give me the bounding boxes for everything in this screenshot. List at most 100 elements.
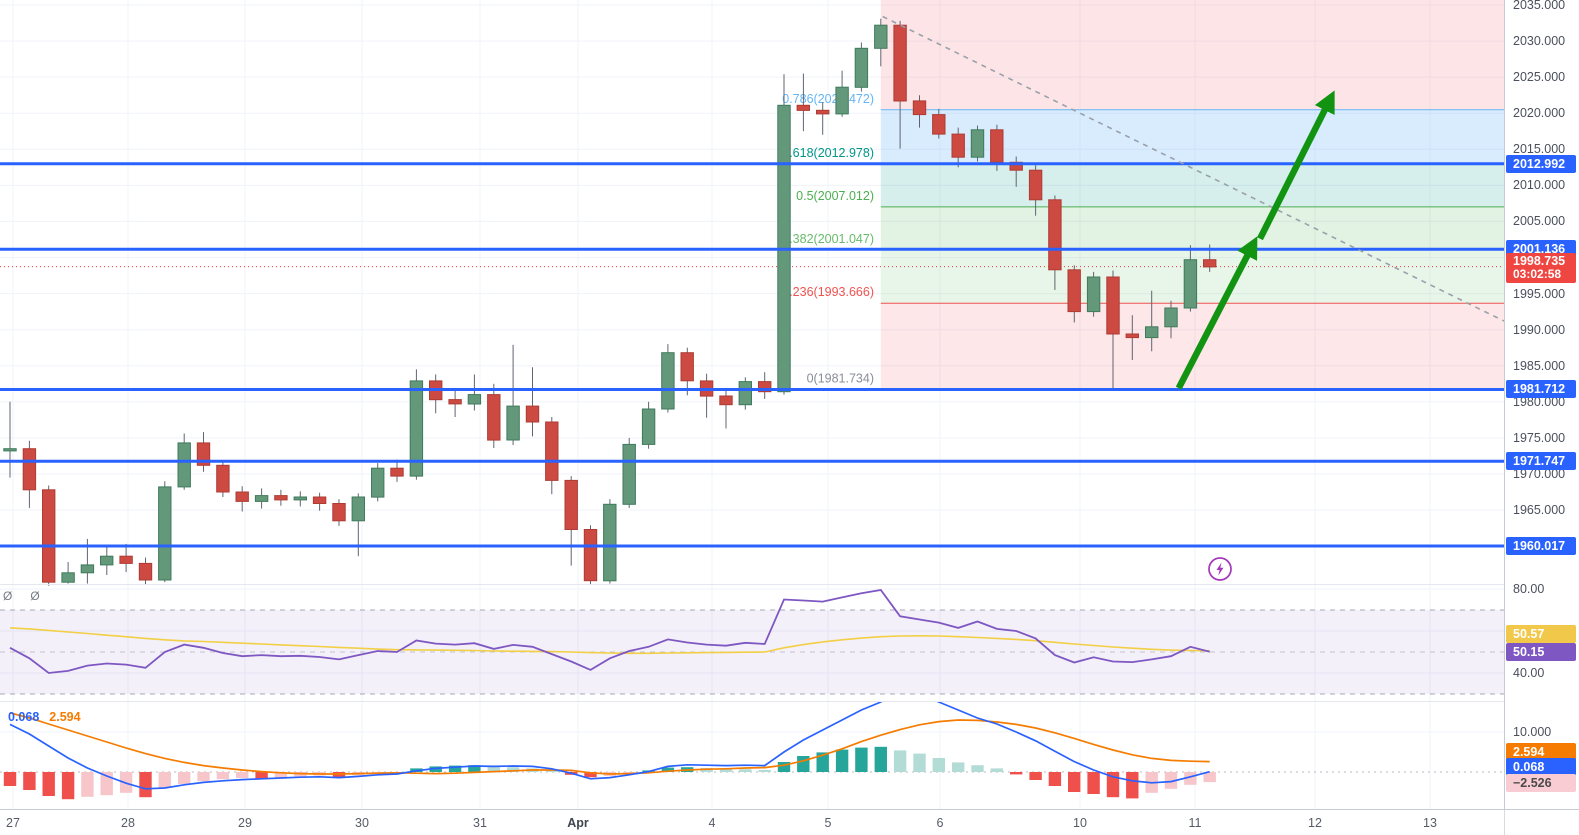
time-tick-label: 12 — [1308, 816, 1322, 830]
time-tick-label: 10 — [1073, 816, 1087, 830]
macd-histogram-bar — [797, 756, 810, 772]
macd-histogram-bar — [545, 770, 558, 772]
candle — [545, 421, 559, 481]
macd-histogram-bar — [81, 772, 94, 797]
candle — [990, 129, 1004, 163]
macd-value-badge: 2.594 — [1506, 742, 1576, 761]
time-tick-label: 30 — [355, 816, 369, 830]
time-tick-label: 4 — [708, 816, 716, 830]
macd-histogram-bar — [216, 772, 230, 780]
candle — [603, 503, 617, 582]
fib-label: 0.786(2020.472) — [782, 92, 874, 106]
candle — [409, 380, 424, 477]
price-tick-label: 1975.000 — [1513, 430, 1566, 445]
quick-trade-lightning-button[interactable] — [1206, 555, 1234, 583]
candle — [467, 394, 482, 405]
price-tick-label: 1985.000 — [1513, 358, 1566, 373]
current-price-badge: 1998.735 03:02:58 — [1506, 252, 1576, 283]
price-axis[interactable]: 2035.000 2030.000 2025.000 2020.000 2015.000… — [1504, 0, 1579, 809]
candle — [1086, 276, 1101, 313]
price-level-badge: 1981.712 — [1506, 380, 1576, 399]
candle — [912, 100, 927, 116]
macd-line — [9, 701, 1210, 790]
price-tick-label: 2005.000 — [1513, 214, 1566, 229]
macd-histogram-bar — [739, 769, 752, 772]
macd-histogram-bar — [178, 772, 191, 784]
candle — [1125, 333, 1139, 339]
macd-histogram-bar — [3, 772, 17, 786]
macd-histogram-bar — [719, 768, 733, 772]
candle — [119, 555, 133, 564]
macd-signal-value-label: 2.594 — [49, 710, 81, 724]
candle — [196, 442, 211, 466]
price-tick-label: 1965.000 — [1513, 503, 1566, 518]
rsi-ma-line — [9, 627, 1210, 655]
current-price-value: 1998.735 — [1513, 253, 1566, 268]
fib-label: 0.618(2012.978) — [782, 146, 874, 160]
candle — [1145, 326, 1159, 339]
time-tick-label: 27 — [6, 816, 20, 830]
macd-histogram-bar — [952, 762, 965, 772]
macd-histogram-bar — [1048, 772, 1062, 786]
lightning-icon — [1208, 557, 1232, 581]
candle — [274, 495, 288, 501]
candle — [854, 47, 869, 88]
candle — [506, 405, 520, 441]
rsi-tick-label: 40.00 — [1513, 666, 1545, 680]
candle — [641, 408, 656, 445]
bar-countdown: 03:02:58 — [1513, 266, 1562, 281]
candle — [235, 491, 249, 502]
macd-histogram-bar — [932, 758, 945, 772]
macd-value-label: 0.068 — [8, 710, 40, 724]
candle — [487, 394, 501, 441]
macd-histogram-bar — [1010, 772, 1023, 775]
panel-separators[interactable] — [0, 584, 1504, 702]
macd-histogram-bar — [777, 762, 791, 772]
candle — [738, 381, 752, 406]
candle — [796, 104, 810, 111]
macd-histogram-bar — [855, 747, 868, 772]
macd-histogram-bar — [23, 772, 36, 790]
macd-histogram-bar — [835, 749, 849, 772]
candle — [1164, 307, 1178, 328]
candle — [758, 381, 772, 393]
fib-label: 0.382(2001.047) — [782, 232, 874, 246]
candle — [680, 352, 694, 382]
candle — [874, 24, 888, 49]
price-tick-label: 2030.000 — [1513, 34, 1566, 49]
macd-histogram-bar — [236, 772, 249, 778]
axis-corner-divider — [1504, 810, 1505, 835]
trend-arrows[interactable] — [1175, 90, 1335, 390]
candle — [177, 442, 191, 488]
candle — [1203, 259, 1217, 268]
candle — [254, 495, 269, 502]
candle — [3, 448, 17, 452]
macd-histogram-bar — [197, 772, 210, 782]
macd-histogram-bar — [448, 765, 462, 772]
candle — [448, 399, 462, 405]
time-tick-label: 5 — [824, 816, 832, 830]
rsi-value-badge: 50.57 — [1506, 624, 1576, 643]
macd-histogram-bar — [990, 768, 1003, 772]
candle — [1183, 259, 1198, 309]
fib-label: 0.5(2007.012) — [796, 189, 874, 203]
rsi-hidden-indicator-icons[interactable]: ØØ — [3, 589, 58, 603]
candle — [951, 133, 965, 158]
macd-histogram-bar — [893, 750, 907, 772]
candle — [932, 114, 946, 135]
candle — [216, 464, 230, 493]
time-tick-label: Apr — [567, 816, 589, 830]
up-arrow — [1175, 236, 1258, 390]
price-tick-label: 1995.000 — [1513, 286, 1566, 301]
macd-histogram-bar — [139, 772, 152, 798]
macd-panel — [0, 701, 1504, 800]
candle — [138, 562, 153, 581]
candle — [42, 489, 56, 583]
candle — [719, 395, 733, 406]
time-tick-label: 13 — [1423, 816, 1437, 830]
macd-histogram-bar — [468, 765, 481, 772]
price-tick-label: 1990.000 — [1513, 322, 1566, 337]
